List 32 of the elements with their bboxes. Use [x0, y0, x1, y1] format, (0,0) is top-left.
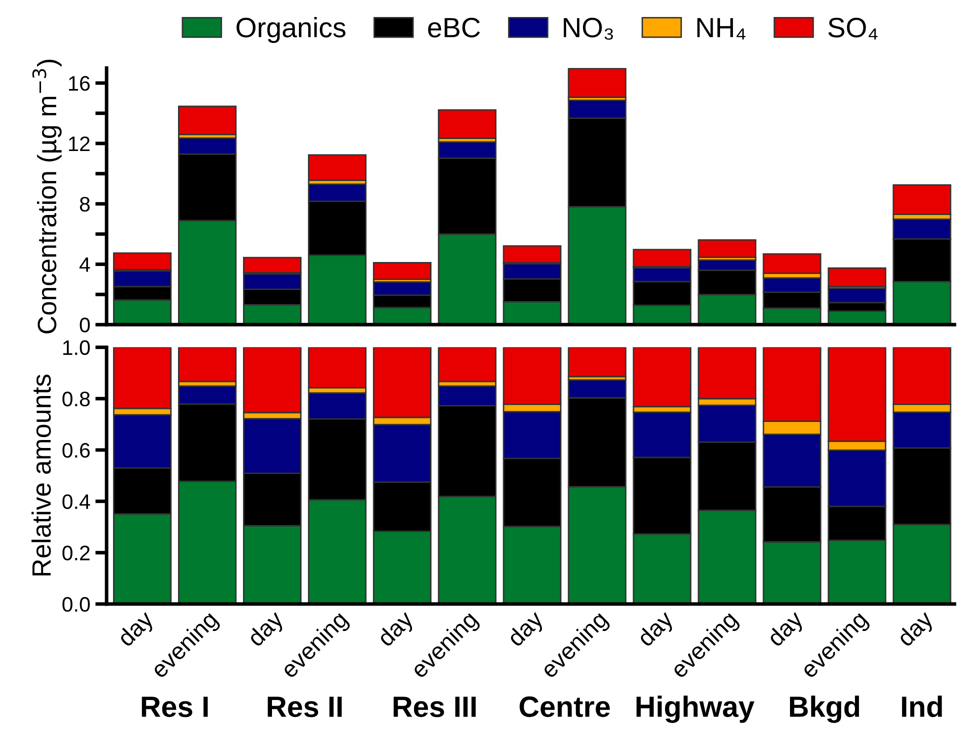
y-axis-title: Relative amounts — [32, 374, 51, 576]
x-tick-label: day — [506, 608, 548, 651]
y-tick-label: 16 — [69, 76, 90, 91]
y-axis-title: Concentration (µg m$^{−3}$) — [32, 60, 62, 334]
y-tick-label: 12 — [69, 136, 90, 151]
legend-label: eBC — [428, 18, 480, 38]
x-tick-label: day — [116, 608, 158, 651]
x-tick-label: day — [246, 608, 288, 651]
text: Res II — [268, 696, 342, 718]
y-tick-label: 0.6 — [62, 442, 90, 458]
text: Centre — [520, 696, 610, 718]
x-tick-label: day — [766, 608, 808, 651]
y-tick-label: 4 — [80, 257, 90, 272]
y-tick-label: 0.8 — [62, 392, 90, 406]
text: Res I — [142, 696, 208, 718]
y-tick-label: 0.0 — [62, 597, 90, 612]
y-tick-label: 1.0 — [63, 340, 90, 356]
y-tick-label: 8 — [80, 196, 90, 212]
legend-label: SO₄ — [828, 18, 878, 40]
legend-label: NO₃ — [564, 18, 613, 40]
legend-label: NH₄ — [697, 18, 746, 40]
text: Highway — [636, 696, 754, 723]
x-tick-label: day — [896, 608, 938, 651]
text: Bkgd — [790, 696, 860, 723]
y-tick-label: 0.2 — [62, 546, 90, 560]
text: Res III — [394, 696, 476, 718]
text: Ind — [902, 696, 942, 718]
x-tick-label: day — [376, 608, 418, 651]
y-tick-label: 0 — [80, 318, 90, 332]
x-tick-label: day — [636, 608, 678, 651]
legend-label: Organics — [236, 17, 346, 43]
y-tick-label: 0.4 — [62, 494, 90, 510]
